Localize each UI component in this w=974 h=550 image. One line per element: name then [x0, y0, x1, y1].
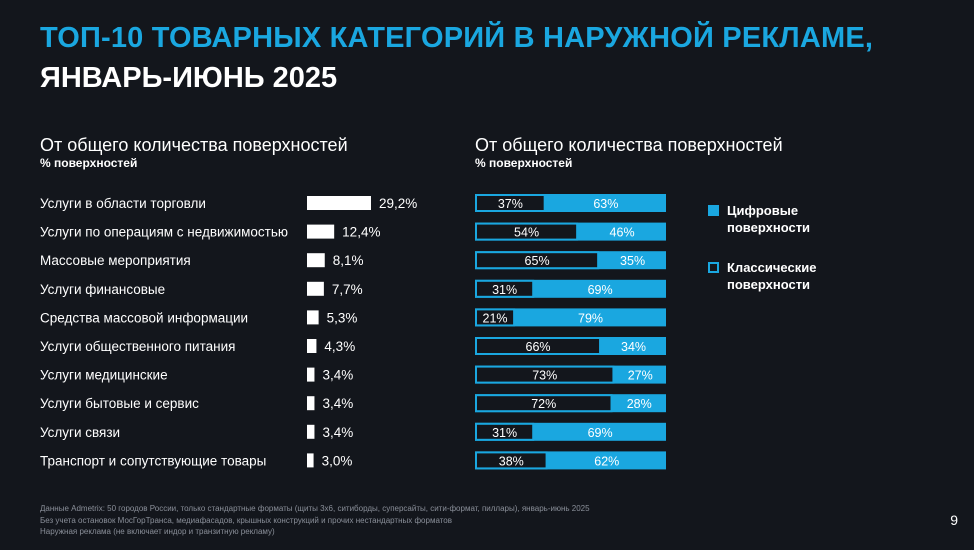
category-label: Средства массовой информации: [40, 310, 248, 325]
classic-segment: [475, 251, 600, 270]
left-chart-subtitle: % поверхностей: [40, 156, 138, 170]
classic-value-label: 65%: [525, 254, 550, 268]
digital-value-label: 35%: [620, 254, 645, 268]
bar: [307, 396, 315, 411]
classic-value-label: 21%: [483, 311, 508, 325]
legend-classic-label: Классические поверхности: [727, 260, 817, 292]
classic-segment: [475, 222, 579, 241]
legend-digital-label: Цифровые поверхности: [727, 203, 811, 235]
classic-value-label: 72%: [531, 397, 556, 411]
right-chart-subtitle: % поверхностей: [475, 156, 573, 170]
bar-value-label: 3,4%: [322, 368, 353, 383]
left-chart-title: От общего количества поверхностей: [40, 135, 348, 155]
classic-value-label: 54%: [514, 226, 539, 240]
bar: [307, 453, 314, 468]
bar: [307, 424, 315, 439]
bar: [307, 310, 319, 325]
category-label: Транспорт и сопутствующие товары: [40, 453, 266, 468]
footnote-line: Без учета остановок МосГорТранса, медиаф…: [40, 515, 452, 525]
classic-value-label: 37%: [498, 197, 523, 211]
legend-classic-swatch: [708, 262, 719, 273]
page-number: 9: [950, 512, 958, 528]
classic-segment: [475, 337, 602, 355]
category-label: Услуги связи: [40, 425, 120, 440]
category-label: Массовые мероприятия: [40, 253, 191, 268]
classic-segment: [475, 422, 535, 441]
classic-segment: [475, 394, 613, 413]
digital-value-label: 27%: [628, 369, 653, 383]
legend-digital-swatch: [708, 205, 719, 216]
classic-segment: [475, 279, 535, 298]
classic-segment: [475, 451, 548, 470]
category-label: Услуги общественного питания: [40, 339, 235, 354]
bar: [307, 281, 324, 296]
bar-value-label: 8,1%: [333, 253, 364, 268]
digital-value-label: 28%: [627, 397, 652, 411]
classic-value-label: 31%: [492, 426, 517, 440]
digital-value-label: 62%: [594, 454, 619, 468]
bar: [307, 253, 325, 268]
classic-segment: [475, 365, 615, 384]
digital-value-label: 69%: [588, 426, 613, 440]
title-line-2: ЯНВАРЬ-ИЮНЬ 2025: [40, 62, 338, 94]
footnotes: Данные Admetrix: 50 городов России, толь…: [40, 503, 590, 538]
bar: [307, 224, 335, 239]
classic-value-label: 38%: [499, 454, 524, 468]
classic-segment: [475, 194, 546, 212]
bar: [307, 196, 371, 210]
bar-value-label: 3,4%: [322, 425, 353, 440]
digital-value-label: 46%: [610, 226, 635, 240]
digital-value-label: 69%: [588, 283, 613, 297]
title-line-1: ТОП-10 ТОВАРНЫХ КАТЕГОРИЙ В НАРУЖНОЙ РЕК…: [40, 22, 874, 54]
classic-value-label: 73%: [532, 369, 557, 383]
category-label: Услуги в области торговли: [40, 196, 206, 211]
right-chart-title: От общего количества поверхностей: [475, 135, 783, 155]
digital-segment: [475, 308, 666, 327]
bar-value-label: 12,4%: [342, 225, 380, 240]
category-label: Услуги медицинские: [40, 368, 168, 383]
bar-value-label: 4,3%: [324, 339, 355, 354]
bar-value-label: 29,2%: [379, 196, 417, 211]
bar-value-label: 7,7%: [332, 282, 363, 297]
footnote-line: Наружная реклама (не включает индор и тр…: [40, 527, 275, 536]
bar-value-label: 3,4%: [322, 396, 353, 411]
bar: [307, 367, 315, 382]
footnote-line: Данные Admetrix: 50 городов России, толь…: [40, 504, 590, 513]
legend-digital: Цифровые поверхности: [708, 202, 810, 236]
bar: [307, 339, 317, 353]
digital-value-label: 34%: [621, 340, 646, 354]
category-label: Услуги финансовые: [40, 282, 165, 297]
digital-value-label: 63%: [593, 197, 618, 211]
classic-value-label: 31%: [492, 283, 517, 297]
legend-classic: Классические поверхности: [708, 259, 816, 293]
classic-value-label: 66%: [526, 340, 551, 354]
bar-value-label: 5,3%: [327, 310, 358, 325]
bar-value-label: 3,0%: [322, 453, 353, 468]
digital-value-label: 79%: [578, 311, 603, 325]
classic-segment: [475, 308, 516, 327]
category-label: Услуги бытовые и сервис: [40, 396, 199, 411]
category-label: Услуги по операциям с недвижимостью: [40, 225, 288, 240]
